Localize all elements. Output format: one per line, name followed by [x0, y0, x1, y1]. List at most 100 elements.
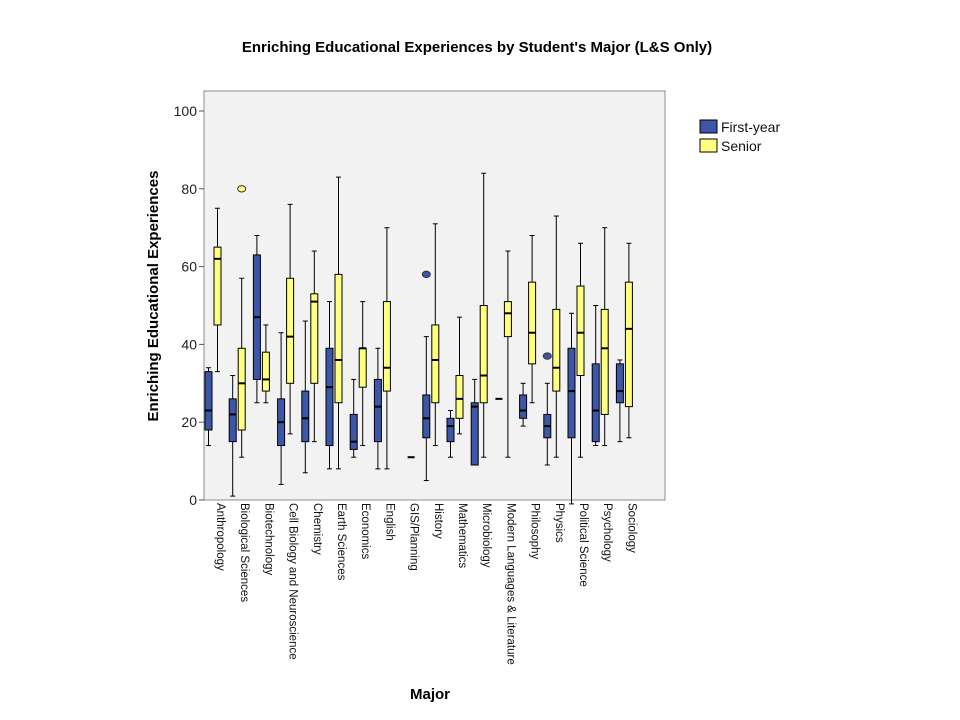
x-category-label: Psychology	[601, 503, 613, 562]
x-category-label: Earth Sciences	[335, 503, 347, 581]
x-category-label: Economics	[359, 503, 371, 559]
box-senior	[479, 172, 488, 458]
box-iqr	[325, 347, 334, 447]
box-senior	[358, 301, 367, 447]
x-category-label: Microbiology	[480, 503, 492, 568]
x-category-label: English	[383, 503, 395, 541]
legend-label: Senior	[721, 138, 762, 154]
box-senior	[503, 250, 512, 458]
box-iqr	[358, 347, 367, 388]
box-iqr	[591, 363, 600, 443]
box-iqr	[528, 281, 537, 365]
y-axis-title: Enriching Educational Experiences	[145, 171, 162, 422]
box-senior	[261, 324, 270, 404]
box-first-year	[325, 301, 334, 470]
x-category-label: Philosophy	[529, 503, 541, 560]
x-axis-title: Major	[410, 686, 450, 703]
box-senior	[382, 227, 391, 470]
box-iqr	[519, 394, 528, 419]
box-iqr	[503, 301, 512, 338]
box-iqr	[261, 351, 270, 392]
box-first-year	[301, 320, 310, 474]
x-category-label: History	[432, 503, 444, 539]
x-category-label: GIS/Planning	[408, 503, 420, 571]
y-tick-label: 60	[181, 259, 197, 275]
box-senior	[334, 176, 343, 470]
x-axis-labels: Anthropology Biological Sciences Biotechno…	[214, 503, 637, 665]
box-first-year	[542, 352, 552, 466]
box-senior	[310, 250, 319, 443]
box-iqr	[422, 394, 431, 439]
x-category-label: Cell Biology and Neuroscience	[287, 503, 299, 660]
box-iqr	[382, 301, 391, 392]
legend-swatch	[699, 119, 718, 134]
box-iqr	[286, 277, 295, 384]
x-category-label: Anthropology	[214, 503, 226, 571]
legend-label: First-year	[721, 119, 780, 135]
box-senior	[455, 316, 464, 435]
box-senior	[528, 234, 537, 404]
box-iqr	[479, 305, 488, 404]
box-plots	[204, 172, 633, 505]
box-first-year	[349, 378, 358, 458]
y-tick-label: 0	[189, 492, 197, 508]
box-iqr	[576, 285, 585, 377]
box-senior	[576, 242, 585, 458]
box-iqr	[446, 417, 455, 443]
x-category-label: Physics	[553, 503, 565, 543]
box-iqr	[624, 281, 633, 408]
box-senior	[431, 223, 440, 447]
x-category-label: Mathematics	[456, 503, 468, 568]
box-iqr	[204, 371, 213, 431]
box-iqr	[600, 308, 609, 415]
box-iqr	[373, 378, 382, 443]
x-category-label: Biological Sciences	[238, 503, 250, 602]
box-senior	[213, 207, 222, 373]
box-iqr	[213, 246, 222, 326]
box-senior	[600, 227, 609, 447]
box-first-year	[277, 332, 286, 485]
box-senior	[552, 215, 561, 458]
x-category-label: Sociology	[625, 503, 637, 553]
box-first-year	[567, 312, 576, 505]
y-axis: 0 20 40 60 80 100	[174, 103, 204, 508]
box-iqr	[615, 363, 624, 404]
box-first-year	[446, 410, 455, 458]
box-iqr	[431, 324, 440, 404]
box-iqr	[301, 390, 310, 443]
box-senior	[237, 185, 247, 458]
x-category-label: Biotechnology	[262, 503, 274, 575]
y-tick-label: 100	[174, 103, 198, 119]
box-first-year	[228, 375, 237, 497]
box-iqr	[455, 375, 464, 419]
box-first-year	[519, 382, 528, 427]
y-tick-label: 40	[181, 336, 197, 352]
box-first-year	[615, 359, 624, 443]
box-iqr	[310, 293, 319, 384]
x-category-label: Political Science	[577, 503, 589, 587]
outlier-point	[421, 270, 431, 279]
box-senior	[624, 242, 633, 439]
outlier-point	[237, 185, 247, 193]
y-tick-label: 20	[181, 414, 197, 430]
box-iqr	[334, 273, 343, 404]
box-iqr	[567, 347, 576, 439]
box-first-year	[421, 270, 431, 482]
x-category-label: Modern Languages & Literature	[504, 503, 516, 665]
box-first-year	[470, 378, 479, 466]
box-senior	[286, 203, 295, 435]
box-first-year	[591, 305, 600, 447]
box-iqr	[552, 308, 561, 392]
box-iqr	[349, 413, 358, 450]
box-first-year	[204, 367, 213, 447]
chart-title: Enriching Educational Experiences by Stu…	[242, 39, 712, 56]
box-first-year	[252, 234, 261, 404]
box-first-year	[373, 347, 382, 470]
box-iqr	[470, 402, 479, 466]
box-iqr	[237, 347, 246, 431]
y-tick-label: 80	[181, 181, 197, 197]
legend: First-year Senior	[699, 119, 780, 154]
box-iqr	[228, 398, 237, 443]
legend-swatch	[699, 138, 718, 153]
